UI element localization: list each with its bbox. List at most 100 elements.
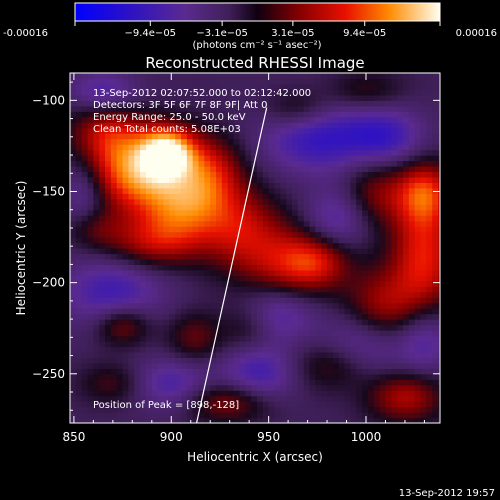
heatmap-cell <box>256 313 264 320</box>
heatmap-cell <box>210 297 217 304</box>
heatmap-cell <box>391 242 398 249</box>
heatmap-cell <box>221 105 229 112</box>
heatmap-cell <box>350 324 357 331</box>
heatmap-cell <box>87 357 94 364</box>
heatmap-cell <box>403 248 410 255</box>
heatmap-cell <box>350 176 357 183</box>
heatmap-cell <box>75 351 83 358</box>
heatmap-cell <box>438 111 440 118</box>
heatmap-cell <box>93 379 100 386</box>
heatmap-cell <box>356 308 363 315</box>
heatmap-cell <box>87 127 94 134</box>
heatmap-cell <box>186 160 194 167</box>
heatmap-cell <box>163 368 170 375</box>
heatmap-cell <box>75 100 83 107</box>
heatmap-cell <box>397 264 404 271</box>
heatmap-cell <box>367 373 375 380</box>
heatmap-cell <box>408 215 416 222</box>
heatmap-cell <box>110 105 118 112</box>
heatmap-cell <box>169 160 176 167</box>
heatmap-cell <box>245 302 252 309</box>
heatmap-cell <box>233 412 241 419</box>
heatmap-cell <box>362 100 369 107</box>
heatmap-cell <box>163 242 170 249</box>
heatmap-cell <box>163 269 170 276</box>
heatmap-cell <box>186 362 194 369</box>
heatmap-cell <box>397 379 404 386</box>
heatmap-cell <box>128 182 135 189</box>
heatmap-cell <box>134 155 141 162</box>
heatmap-cell <box>99 346 106 353</box>
heatmap-cell <box>163 198 170 205</box>
heatmap-cell <box>99 253 106 260</box>
heatmap-cell <box>221 346 229 353</box>
heatmap-cell <box>75 209 83 216</box>
heatmap-cell <box>116 264 124 271</box>
heatmap-cell <box>385 357 392 364</box>
heatmap-cell <box>408 237 416 244</box>
heatmap-cell <box>151 160 159 167</box>
heatmap-cell <box>245 406 252 413</box>
heatmap-cell <box>397 171 404 178</box>
heatmap-cell <box>391 226 398 233</box>
heatmap-cell <box>379 401 387 408</box>
heatmap-cell <box>105 105 112 112</box>
heatmap-cell <box>175 242 182 249</box>
heatmap-cell <box>75 89 83 96</box>
heatmap-cell <box>251 313 258 320</box>
heatmap-cell <box>321 73 328 80</box>
heatmap-cell <box>344 340 352 348</box>
heatmap-cell <box>297 280 305 287</box>
heatmap-cell <box>175 357 182 364</box>
heatmap-cell <box>227 116 235 123</box>
heatmap-cell <box>321 149 328 156</box>
heatmap-cell <box>256 122 264 129</box>
heatmap-cell <box>233 379 241 386</box>
heatmap-cell <box>210 155 217 162</box>
heatmap-cell <box>81 357 89 364</box>
heatmap-cell <box>379 176 387 183</box>
heatmap-cell <box>116 187 124 194</box>
heatmap-cell <box>414 187 422 194</box>
heatmap-cell <box>140 390 147 397</box>
heatmap-cell <box>116 215 124 222</box>
heatmap-cell <box>110 226 118 233</box>
heatmap-cell <box>327 237 334 244</box>
heatmap-cell <box>408 78 416 85</box>
heatmap-cell <box>140 346 147 353</box>
heatmap-cell <box>70 335 77 342</box>
heatmap-cell <box>157 275 165 282</box>
heatmap-cell <box>385 138 392 145</box>
heatmap-cell <box>268 78 276 85</box>
heatmap-cell <box>373 215 381 222</box>
heatmap-cell <box>198 286 205 293</box>
heatmap-cell <box>268 182 276 189</box>
heatmap-cell <box>105 220 112 227</box>
heatmap-cell <box>403 390 410 397</box>
heatmap-cell <box>344 351 352 358</box>
heatmap-cell <box>70 165 77 173</box>
heatmap-cell <box>403 324 410 331</box>
heatmap-cell <box>391 133 398 140</box>
heatmap-cell <box>303 395 311 402</box>
heatmap-cell <box>251 264 258 271</box>
heatmap-cell <box>134 351 141 358</box>
heatmap-cell <box>262 351 270 358</box>
heatmap-cell <box>75 368 83 375</box>
heatmap-cell <box>110 291 118 298</box>
heatmap-cell <box>414 231 422 238</box>
heatmap-cell <box>116 149 124 156</box>
heatmap-cell <box>169 220 176 227</box>
heatmap-cell <box>116 231 124 238</box>
heatmap-cell <box>70 291 77 298</box>
heatmap-cell <box>327 89 334 96</box>
heatmap-cell <box>327 198 334 205</box>
heatmap-cell <box>303 275 311 282</box>
heatmap-cell <box>391 209 398 216</box>
annotation-detectors: Detectors: 3F 5F 6F 7F 8F 9F| Att 0 <box>93 100 268 111</box>
heatmap-cell <box>344 390 352 397</box>
heatmap-cell <box>210 171 217 178</box>
heatmap-cell <box>297 149 305 156</box>
heatmap-cell <box>262 275 270 282</box>
heatmap-cell <box>151 373 159 380</box>
